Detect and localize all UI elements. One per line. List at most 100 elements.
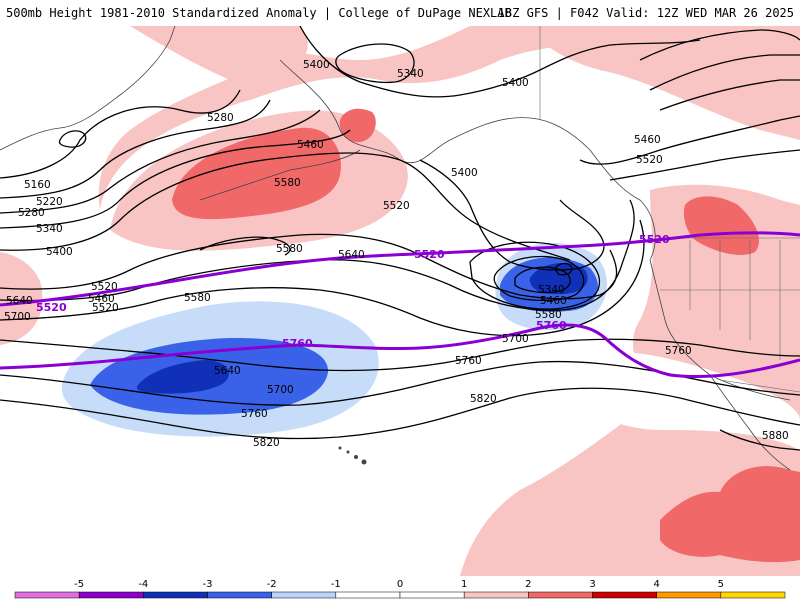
contour-label: 5460 [297, 139, 324, 151]
contour-line [419, 159, 605, 271]
contour-label: 5340 [538, 284, 565, 296]
contour-label: 5760 [665, 345, 692, 357]
colorbar-tick-label: -1 [331, 579, 341, 590]
contour-label: 5640 [338, 249, 365, 261]
colorbar-tick-label: 3 [589, 579, 595, 590]
thick-contour-label: 5760 [536, 319, 567, 332]
contour-label: 5340 [397, 68, 424, 80]
contour-line [609, 149, 800, 181]
contour-label: 5580 [276, 243, 303, 255]
colorbar-tick-label: 0 [397, 579, 403, 590]
contour-line [58, 130, 87, 148]
contour-label: 5580 [274, 177, 301, 189]
colorbar-tick-label: 1 [461, 579, 467, 590]
positive-anomaly-core-northwest [683, 196, 759, 255]
contour-line [0, 89, 241, 179]
contour-label: 5820 [253, 437, 280, 449]
siberia-coastline [0, 26, 176, 151]
height-contours [0, 26, 800, 451]
colorbar-segment [720, 591, 786, 599]
anomaly-map: 5160 5220 5280 5340 5400 5460 5520 5580 … [0, 26, 800, 576]
contour-line [0, 109, 321, 214]
positive-anomaly-core-alaska [339, 108, 376, 143]
contour-line [0, 99, 271, 199]
positive-anomaly-core-gulf [172, 127, 341, 220]
contour-label: 5520 [383, 200, 410, 212]
contour-label: 5520 [92, 302, 119, 314]
colorbar-segment [463, 591, 529, 599]
alaska-coastline [279, 59, 656, 261]
colorbar-segment [528, 591, 593, 599]
colorbar-tick-label: -4 [138, 579, 148, 590]
baja-coastline [709, 374, 791, 471]
contour-label: 5280 [18, 207, 45, 219]
state-lines [660, 240, 800, 360]
contour-label: 5760 [455, 355, 482, 367]
thick-contour-5760 [0, 323, 800, 379]
contour-label: 5760 [241, 408, 268, 420]
contour-line [0, 338, 800, 372]
contour-label: 5340 [36, 223, 63, 235]
contour-line [299, 26, 701, 98]
contour-label: 5460 [634, 134, 661, 146]
colorbar-segment [14, 591, 80, 599]
colorbar-tick-label: 5 [718, 579, 724, 590]
contour-label: 5280 [207, 112, 234, 124]
positive-anomaly-bering [130, 26, 308, 90]
thick-contour-label: 5520 [414, 248, 445, 261]
contour-label: 5640 [214, 365, 241, 377]
negative-anomaly-low-dark [529, 263, 588, 295]
positive-anomaly-western-us [460, 184, 800, 576]
contour-label: 5160 [24, 179, 51, 191]
colorbar-tick-label: 2 [525, 579, 531, 590]
contour-label: 5580 [184, 292, 211, 304]
contour-label: 5520 [91, 281, 118, 293]
contour-line [0, 152, 571, 261]
contour-label: 5820 [470, 393, 497, 405]
map-title: 500mb Height 1981-2010 Standardized Anom… [6, 6, 512, 20]
positive-anomaly-mexico-gap [560, 351, 800, 450]
contour-line [719, 429, 800, 451]
contour-label: 5400 [502, 77, 529, 89]
contour-line [554, 262, 573, 276]
contour-line [0, 219, 645, 337]
title-bar: 500mb Height 1981-2010 Standardized Anom… [0, 0, 800, 26]
contour-label: 5460 [88, 293, 115, 305]
colorbar-segment [271, 591, 337, 599]
contour-label: 5700 [502, 333, 529, 345]
anomaly-colorbar: -5 -4 -3 -2 -1 0 1 2 3 4 5 [14, 579, 786, 599]
map-panel: 5160 5220 5280 5340 5400 5460 5520 5580 … [0, 26, 800, 576]
colorbar-segment [592, 591, 657, 599]
geography [0, 26, 800, 471]
us-mexico-border [719, 379, 800, 393]
contour-line [0, 387, 800, 440]
contour-line [493, 255, 585, 302]
negative-anomaly-west-dark [136, 360, 229, 394]
contour-label: 5400 [303, 59, 330, 71]
contour-line [0, 129, 351, 229]
colorbar-segments [14, 591, 786, 599]
contour-label: 5400 [451, 167, 478, 179]
thick-contour-label: 5760 [282, 337, 313, 350]
reference-contours [0, 231, 800, 379]
colorbar-tick-label: -3 [203, 579, 213, 590]
colorbar-segment [207, 591, 272, 599]
colorbar-tick-label: 4 [653, 579, 659, 590]
contour-line [335, 43, 415, 84]
hawaii-islands [338, 446, 367, 465]
positive-anomaly-west-pacific [0, 252, 43, 345]
contour-label: 5700 [4, 311, 31, 323]
contour-line [639, 29, 800, 61]
contour-line [0, 233, 618, 300]
contour-line [649, 54, 800, 91]
contour-line [659, 79, 800, 111]
colorbar-ticks: -5 -4 -3 -2 -1 0 1 2 3 4 5 [74, 579, 724, 590]
contour-label: 5400 [46, 246, 73, 258]
reference-contour-labels: 5520 5520 5520 5760 5760 [36, 233, 670, 350]
contour-label: 5640 [6, 295, 33, 307]
colorbar-segment [78, 591, 144, 599]
colorbar-segment [143, 591, 208, 599]
thick-contour-label: 5520 [36, 301, 67, 314]
thick-contour-5520 [0, 231, 800, 307]
contour-line [579, 115, 800, 165]
